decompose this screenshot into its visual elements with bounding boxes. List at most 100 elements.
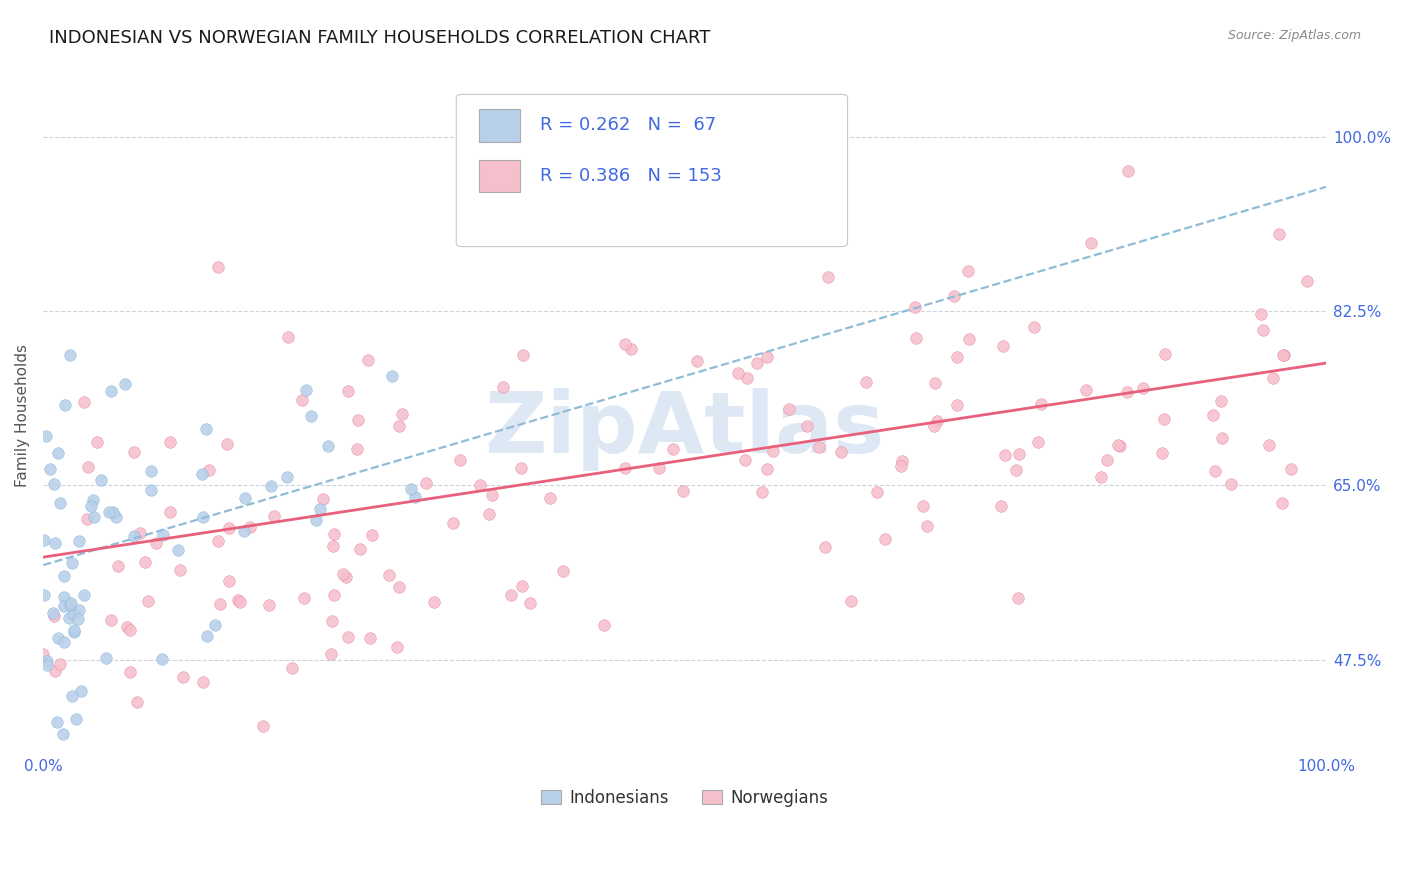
Point [1258, 438, 1281, 452]
Point [946, 350, 969, 364]
Point [32, 533, 55, 547]
Point [139, 464, 162, 478]
Point [830, 445, 852, 459]
Point [53, 398, 76, 412]
Point [73, 395, 96, 409]
Point [197, 463, 219, 477]
Point [44, 609, 66, 624]
Point [519, 596, 541, 610]
Point [755, 350, 778, 364]
Point [66, 611, 89, 625]
Point [299, 409, 322, 424]
Point [101, 505, 124, 519]
Point [990, 499, 1012, 513]
Point [346, 442, 368, 456]
Point [734, 453, 756, 467]
Point [1295, 274, 1317, 288]
Point [207, 534, 229, 549]
Point [322, 527, 344, 541]
Point [1202, 408, 1225, 422]
Point [62, 607, 84, 622]
Point [361, 528, 384, 542]
Point [1152, 445, 1174, 459]
Point [83, 509, 105, 524]
Point [387, 640, 409, 654]
Point [52, 635, 75, 649]
Point [349, 541, 371, 556]
Point [239, 520, 262, 534]
Point [613, 461, 636, 475]
Point [145, 536, 167, 550]
Point [209, 597, 232, 611]
Point [263, 508, 285, 523]
Point [134, 555, 156, 569]
Point [1115, 384, 1137, 399]
Point [129, 525, 152, 540]
Point [1022, 319, 1045, 334]
Point [1279, 461, 1302, 475]
Point [118, 665, 141, 680]
Point [86, 434, 108, 449]
Point [309, 502, 332, 516]
Point [34, 589, 56, 603]
Point [335, 569, 357, 583]
Bar [479, 109, 520, 142]
Point [292, 591, 315, 605]
Y-axis label: Family Households: Family Households [15, 344, 30, 487]
Point [891, 454, 914, 468]
Point [1251, 323, 1274, 337]
Point [44, 536, 66, 550]
Point [1272, 348, 1295, 362]
Point [32, 647, 55, 661]
Point [813, 541, 835, 555]
Point [80, 500, 103, 514]
Point [378, 567, 401, 582]
Point [107, 558, 129, 573]
Point [1263, 371, 1285, 385]
Point [727, 366, 749, 380]
Point [46, 714, 69, 729]
Point [510, 579, 533, 593]
Point [994, 448, 1017, 462]
Point [90, 473, 112, 487]
Point [1007, 591, 1029, 606]
Point [915, 519, 938, 533]
Point [53, 591, 76, 605]
Point [613, 337, 636, 351]
Point [357, 352, 380, 367]
Point [100, 613, 122, 627]
Point [1250, 307, 1272, 321]
Point [321, 614, 343, 628]
Point [538, 491, 561, 506]
Point [233, 491, 256, 505]
Bar [479, 160, 520, 193]
Point [105, 509, 128, 524]
Point [318, 439, 340, 453]
Point [1267, 227, 1289, 242]
Point [59, 596, 82, 610]
Point [49, 657, 72, 671]
Point [291, 392, 314, 407]
Point [388, 419, 411, 434]
Point [1029, 396, 1052, 410]
Point [1116, 164, 1139, 178]
Point [124, 445, 146, 459]
Point [44, 665, 66, 679]
Point [991, 339, 1014, 353]
Point [1272, 347, 1295, 361]
Point [42, 606, 65, 620]
Point [441, 516, 464, 531]
Point [169, 563, 191, 577]
Point [1209, 393, 1232, 408]
Point [194, 422, 217, 436]
Point [159, 435, 181, 450]
Point [925, 414, 948, 428]
Point [139, 483, 162, 497]
Point [59, 348, 82, 362]
Point [387, 580, 409, 594]
Point [115, 620, 138, 634]
Point [1154, 347, 1177, 361]
Point [1220, 477, 1243, 491]
Point [1211, 431, 1233, 445]
Point [1008, 447, 1031, 461]
